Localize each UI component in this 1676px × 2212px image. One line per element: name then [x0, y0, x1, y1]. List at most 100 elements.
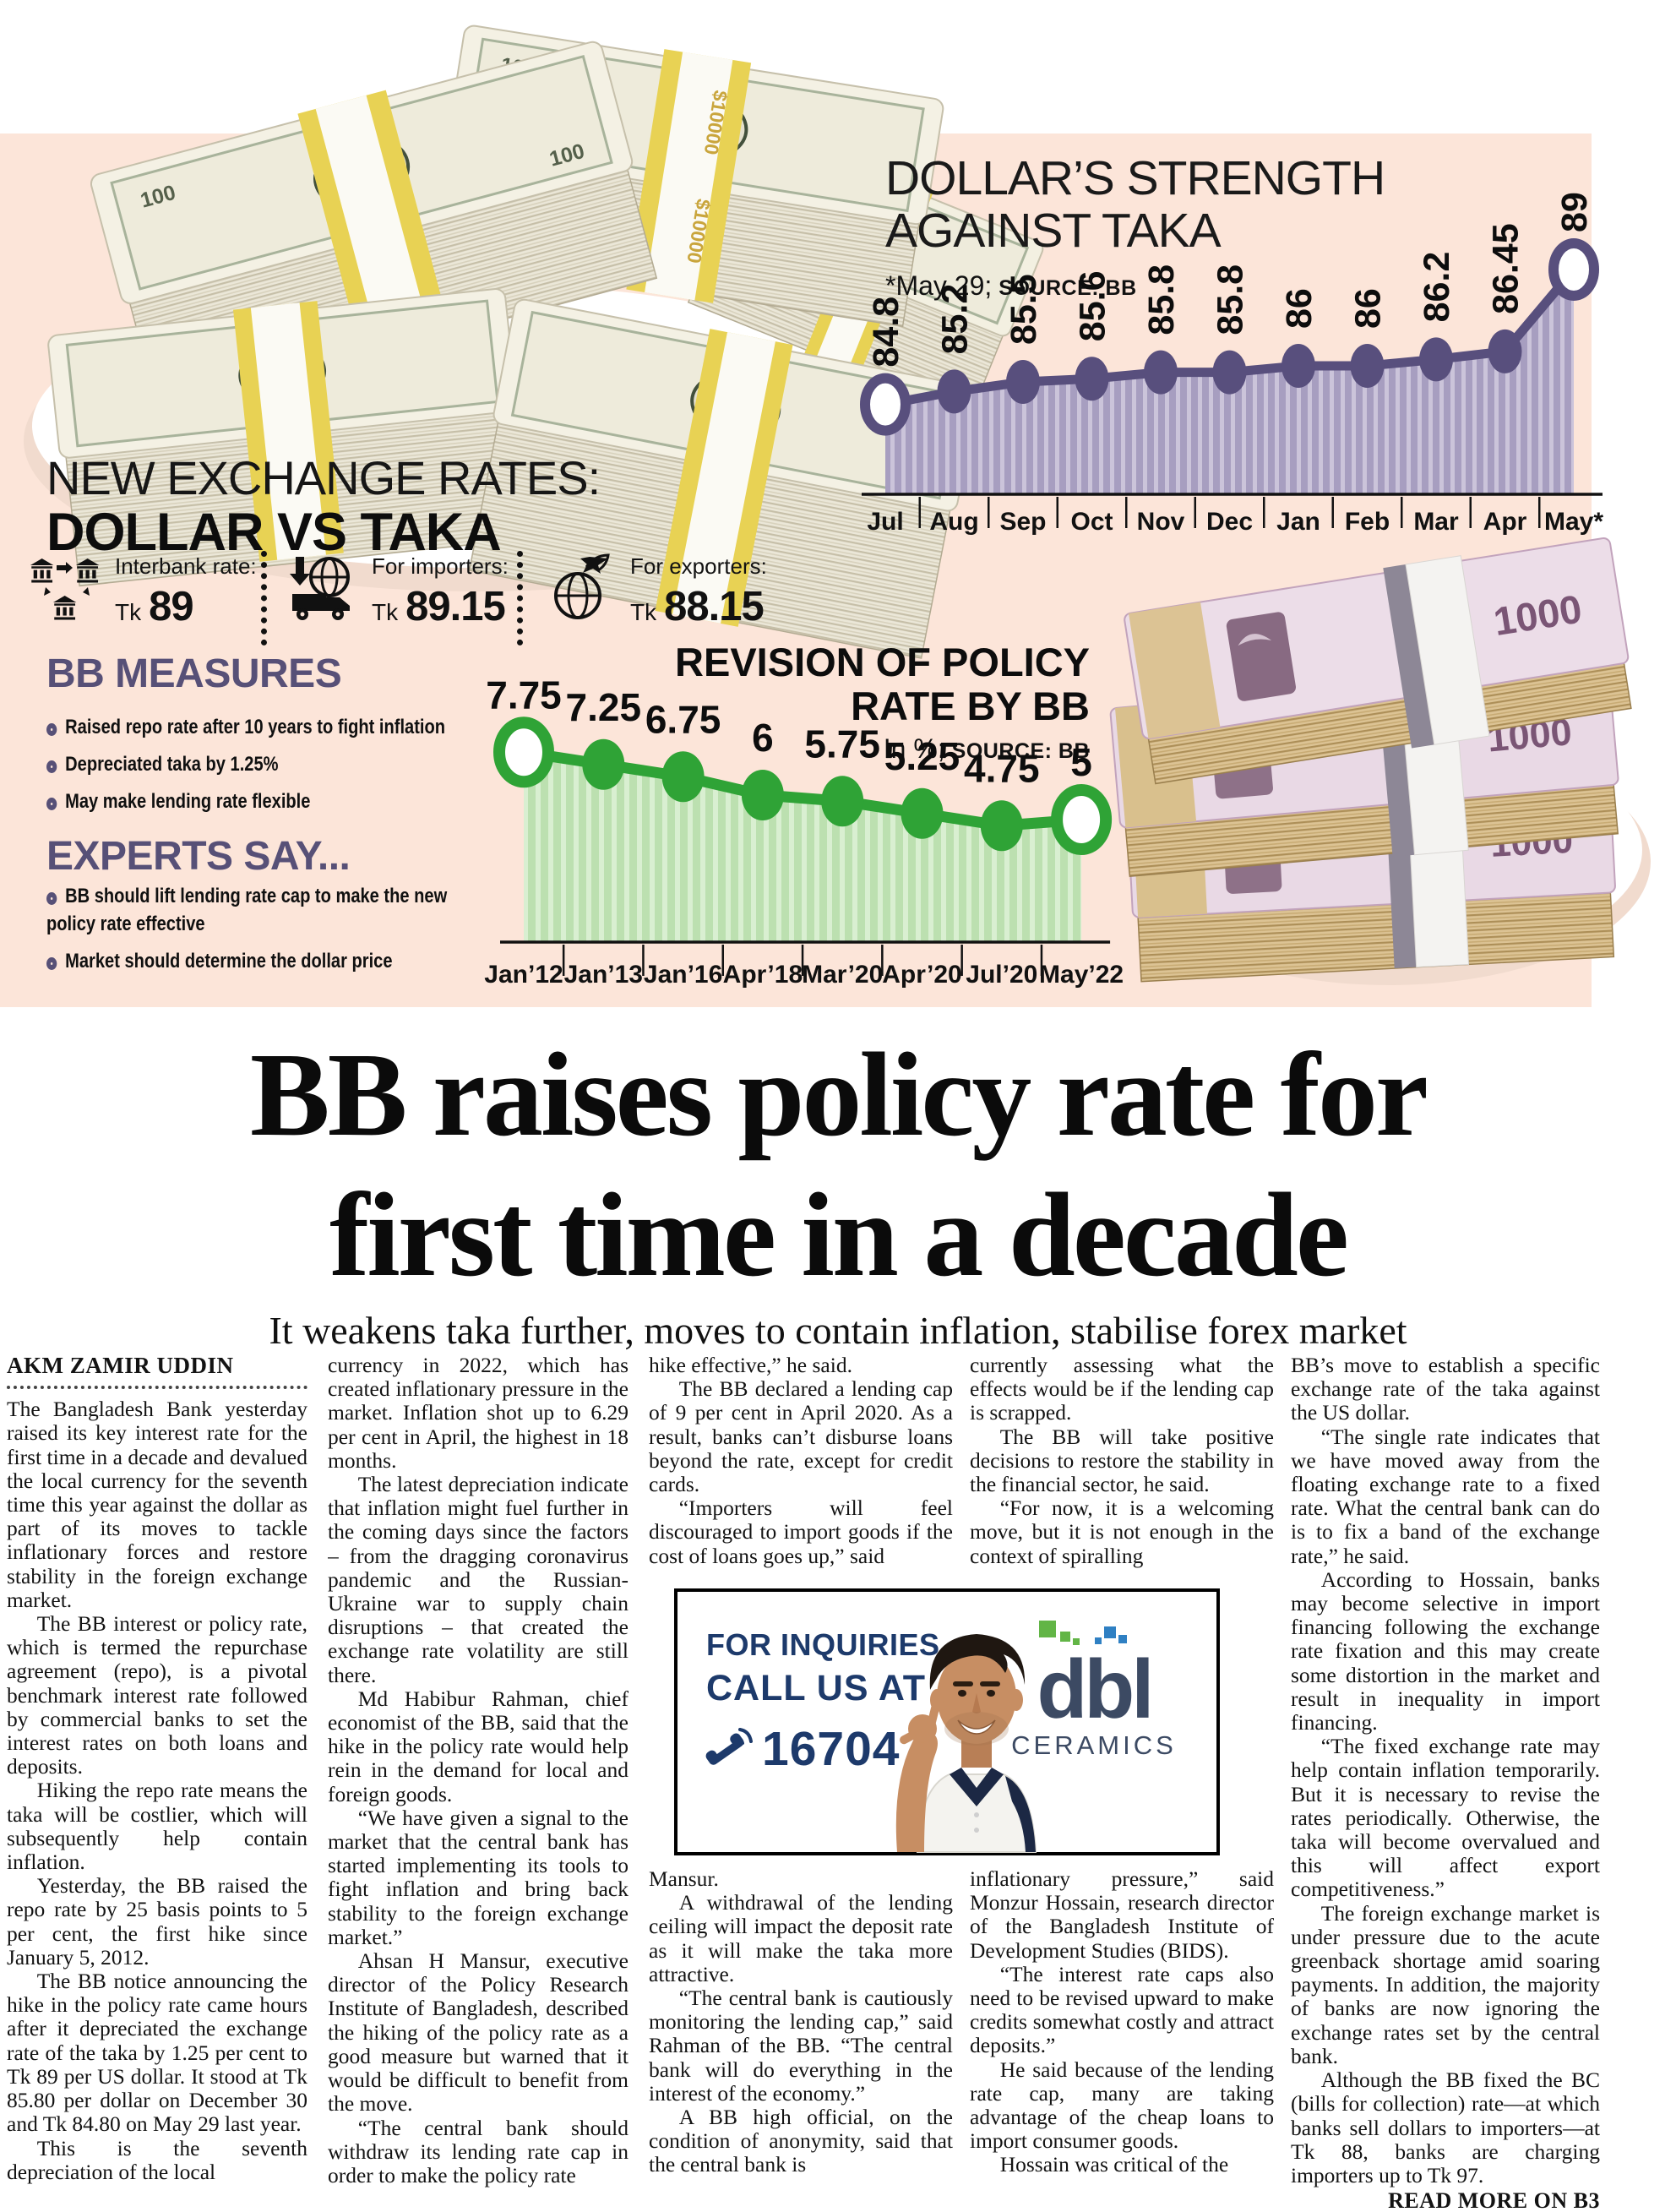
chart-note-date: *May 29; — [885, 270, 993, 301]
dbl-logo: dbl CERAMICS — [997, 1621, 1191, 1761]
rate-item-exporters: For exporters: Tk 88.15 — [546, 553, 767, 630]
currency-prefix: Tk — [372, 599, 399, 625]
dollar-bundle: 100 — [47, 288, 526, 587]
svg-text:7.25: 7.25 — [566, 685, 642, 729]
article-column-1: AKM ZAMIR UDDIN The Bangladesh Bank yest… — [7, 1354, 307, 2212]
article-column-3-top: hike effective,” he said. The BB declare… — [649, 1354, 953, 1575]
chart-source-label: SOURCE: BB — [999, 276, 1137, 300]
article-column-4-bottom: inflationary pressure,” said Monzur Hoss… — [970, 1867, 1274, 2210]
byline-rule — [7, 1386, 307, 1390]
exchange-title-light: NEW EXCHANGE RATES: — [46, 451, 601, 504]
currency-prefix: Tk — [115, 599, 142, 625]
list-item: May make lending rate flexible — [46, 787, 503, 815]
paragraph: “For now, it is a welcoming move, but it… — [970, 1496, 1274, 1568]
paragraph: Hiking the repo rate means the taka will… — [7, 1778, 307, 1875]
svg-text:85.8: 85.8 — [1141, 264, 1182, 335]
bullet-ring-icon — [46, 957, 57, 970]
list-item: Market should determine the dollar price — [46, 947, 476, 975]
paragraph: The BB notice announcing the hike in the… — [7, 1969, 307, 2137]
ad-line2: CALL US AT — [706, 1668, 927, 1708]
svg-text:Jan’12: Jan’12 — [484, 961, 563, 989]
paragraph: Ahsan H Mansur, executive director of th… — [328, 1948, 628, 2117]
headline-line1: BB raises policy rate for — [249, 1027, 1428, 1161]
ad-text-block: FOR INQUIRIES CALL US AT 16704 — [705, 1627, 940, 1777]
policy-chart-title: REVISION OF POLICY RATE BY BB — [675, 640, 1090, 728]
paragraph: A withdrawal of the lending ceiling will… — [649, 1890, 953, 1986]
exchange-title-bold: DOLLAR VS TAKA — [46, 503, 502, 562]
exporters-icon — [554, 553, 610, 619]
svg-text:Apr’18: Apr’18 — [723, 961, 803, 989]
paragraph: Mansur. — [649, 1867, 719, 1891]
svg-text:May*: May* — [1544, 508, 1603, 536]
svg-text:4.75: 4.75 — [964, 746, 1040, 790]
paragraph: The foreign exchange market is under pre… — [1291, 1900, 1600, 2068]
dollar-chart-note: *May 29; SOURCE: BB — [885, 270, 1137, 302]
paragraph: “The interest rate caps also need to be … — [970, 1961, 1274, 2058]
dollar-bundle: 100 — [468, 298, 979, 659]
paragraph: currency in 2022, which has created infl… — [328, 1354, 628, 1473]
svg-text:85.2: 85.2 — [935, 284, 976, 355]
experts-say-title: EXPERTS SAY... — [46, 834, 351, 879]
paragraph: A BB high official, on the condition of … — [649, 2105, 953, 2177]
rate-value: 88.15 — [664, 584, 765, 629]
paragraph: “The central bank is cautiously monitori… — [649, 1986, 953, 2106]
svg-text:Apr: Apr — [1483, 508, 1527, 536]
dbl-brand-name: dbl — [1037, 1643, 1155, 1735]
ceramics-advertisement: FOR INQUIRIES CALL US AT 16704 — [674, 1588, 1220, 1855]
bullet-ring-icon — [46, 892, 57, 905]
dotted-separator — [517, 551, 523, 646]
paragraph: Md Habibur Rahman, chief economist of th… — [328, 1686, 628, 1806]
svg-text:Oct: Oct — [1070, 508, 1113, 536]
exchange-rates-title: NEW EXCHANGE RATES: DOLLAR VS TAKA — [46, 451, 601, 562]
rate-label: For importers: — [372, 553, 509, 579]
list-item: BB should lift lending rate cap to make … — [46, 885, 448, 935]
paragraph: Yesterday, the BB raised the repo rate b… — [7, 1873, 307, 1970]
paragraph: “We have given a signal to the market th… — [328, 1805, 628, 1949]
paragraph: The BB interest or policy rate, which is… — [7, 1611, 307, 1779]
bb-measures-title: BB MEASURES — [46, 651, 342, 696]
article-column-3-bottom: Mansur. A withdrawal of the lending ceil… — [649, 1867, 953, 2210]
article-column-4-top: currently assessing what the effects wou… — [970, 1354, 1274, 1575]
svg-text:5: 5 — [1070, 740, 1092, 784]
paragraph: The latest depreciation indicate that in… — [328, 1472, 628, 1687]
paragraph: The BB will take positive decisions to r… — [970, 1424, 1274, 1497]
paragraph: Although the BB fixed the BC (bills for … — [1291, 2068, 1600, 2187]
headline: BB raises policy rate for first time in … — [0, 1024, 1676, 1305]
paragraph: currently assessing what the effects wou… — [970, 1354, 1274, 1425]
svg-text:86.2: 86.2 — [1417, 252, 1457, 323]
bullet-ring-icon — [46, 760, 57, 773]
svg-text:89: 89 — [1554, 192, 1595, 232]
paragraph: “The fixed exchange rate may help contai… — [1291, 1734, 1600, 1902]
rate-label: Interbank rate: — [115, 553, 257, 579]
importers-icon — [290, 557, 350, 620]
svg-text:May’22: May’22 — [1039, 961, 1124, 989]
dollar-chart-title: DOLLAR’S STRENGTH AGAINST TAKA — [885, 151, 1385, 258]
interbank-icon — [30, 558, 100, 620]
paragraph: inflationary pressure,” said Monzur Hoss… — [970, 1867, 1274, 1963]
paragraph: “The central bank should withdraw its le… — [328, 2115, 628, 2187]
dotted-separator — [261, 551, 267, 646]
bb-measures-list: Raised repo rate after 10 years to fight… — [46, 713, 503, 825]
svg-text:7.75: 7.75 — [486, 673, 562, 716]
ad-phone-number: 16704 — [762, 1722, 901, 1776]
article-column-2: currency in 2022, which has created infl… — [328, 1354, 628, 2212]
svg-text:85.8: 85.8 — [1211, 264, 1251, 335]
bullet-ring-icon — [46, 798, 57, 810]
ad-model-photo — [895, 1634, 1037, 1853]
svg-text:Feb: Feb — [1345, 508, 1390, 536]
paragraph: “The single rate indicates that we have … — [1291, 1424, 1600, 1568]
currency-prefix: Tk — [630, 599, 657, 625]
article-column-5: BB’s move to establish a specific exchan… — [1291, 1354, 1600, 2212]
rate-value: 89 — [149, 584, 194, 629]
svg-text:Mar: Mar — [1413, 508, 1459, 536]
list-item: Depreciated taka by 1.25% — [46, 750, 503, 778]
paragraph: He said because of the lending rate cap,… — [970, 2057, 1274, 2154]
read-more-link: READ MORE ON B3 — [1388, 2188, 1600, 2212]
policy-chart-note: In %; SOURCE: BB — [667, 733, 1090, 765]
experts-say-list: BB should lift lending rate cap to make … — [46, 882, 476, 984]
subheadline: It weakens taka further, moves to contai… — [269, 1309, 1407, 1352]
paragraph: The BB declared a lending cap of 9 per c… — [649, 1376, 953, 1497]
phone-icon — [705, 1728, 753, 1765]
dbl-brand-sub: CERAMICS — [1011, 1730, 1177, 1760]
